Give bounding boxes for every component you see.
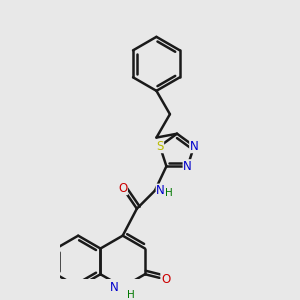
Text: S: S xyxy=(156,140,164,153)
Text: N: N xyxy=(190,140,199,153)
Text: H: H xyxy=(165,188,173,198)
Text: N: N xyxy=(156,184,165,197)
Text: N: N xyxy=(110,280,119,294)
Text: O: O xyxy=(118,182,127,195)
Text: H: H xyxy=(127,290,135,300)
Text: N: N xyxy=(183,160,192,173)
Text: O: O xyxy=(161,273,170,286)
